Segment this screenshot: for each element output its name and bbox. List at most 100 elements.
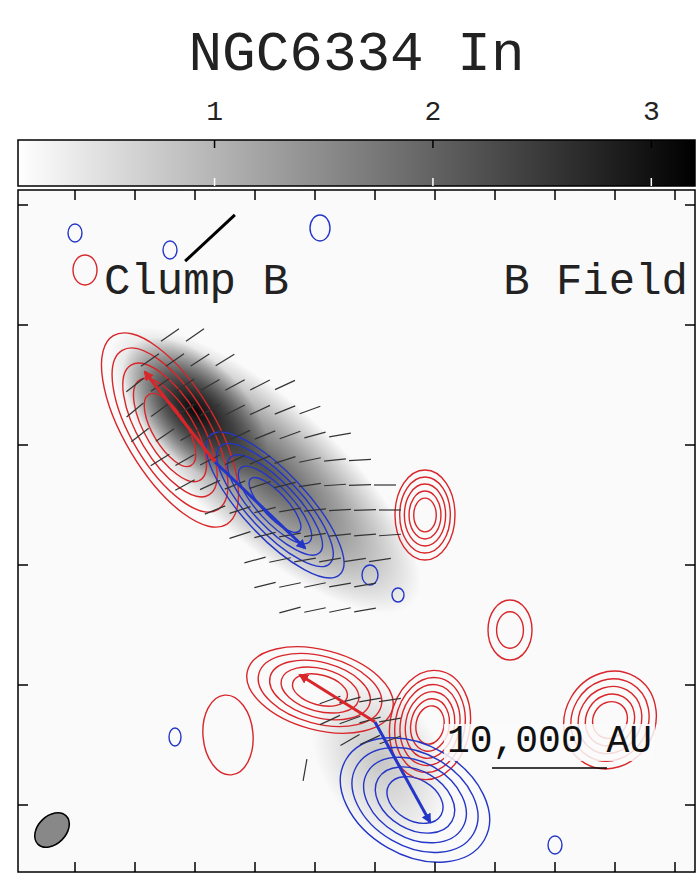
- outflow-contour: [497, 612, 524, 649]
- x-tick: [314, 862, 316, 872]
- colorbar-tick: [214, 140, 216, 148]
- b-field-vector: [304, 509, 326, 511]
- outflow-contour: [169, 728, 181, 746]
- x-tick: [614, 862, 616, 872]
- x-tick: [494, 862, 496, 872]
- x-tick: [134, 190, 136, 200]
- scale-bar: [492, 767, 607, 769]
- b-field-vector: [275, 457, 296, 464]
- colorbar-tick: [214, 178, 216, 186]
- x-tick: [554, 190, 556, 200]
- outflow-contour: [404, 484, 445, 546]
- x-tick: [74, 862, 76, 872]
- b-field-vector: [354, 583, 376, 587]
- b-field-vector: [344, 558, 366, 561]
- outflow-contour: [68, 224, 82, 242]
- b-field-vector: [379, 509, 401, 510]
- y-tick: [685, 684, 695, 686]
- b-field-vector: [324, 484, 346, 486]
- outflow-contour: [242, 471, 308, 540]
- b-field-vector: [230, 507, 251, 514]
- b-field-vector: [340, 716, 361, 724]
- b-field-vector: [176, 379, 194, 391]
- outflow-contour: [134, 386, 206, 474]
- b-field-vector: [254, 532, 275, 537]
- b-field-vector: [127, 403, 144, 417]
- b-field-vector: [360, 735, 380, 744]
- outflow-contour: [75, 313, 265, 548]
- b-field-vector: [274, 482, 295, 487]
- y-tick: [685, 444, 695, 446]
- blueshifted-arrow: [375, 722, 430, 822]
- b-field-vector: [379, 718, 401, 722]
- x-tick: [74, 190, 76, 200]
- x-tick: [614, 190, 616, 200]
- outflow-contour: [250, 641, 390, 739]
- b-field-vector: [225, 380, 244, 390]
- figure: NGC6334 In123Clump BB Field10,000 AU: [0, 0, 698, 874]
- b-field-vector: [175, 455, 194, 466]
- b-field-vector: [304, 432, 325, 438]
- y-tick: [18, 684, 28, 686]
- b-field-vector: [255, 431, 275, 439]
- b-field-vector: [225, 405, 245, 415]
- outflow-contour: [263, 650, 377, 730]
- b-field-vector: [319, 558, 341, 562]
- x-tick: [674, 862, 676, 872]
- x-tick: [314, 190, 316, 200]
- b-field-vector: [186, 329, 204, 342]
- colorbar-tick: [651, 178, 653, 186]
- y-tick: [18, 204, 28, 206]
- dust-emission: [70, 284, 461, 656]
- b-field-vector: [250, 405, 270, 414]
- b-field-vector: [151, 404, 169, 417]
- clump-label: Clump B: [104, 257, 289, 307]
- colorbar: [18, 140, 695, 186]
- colorbar-tick: [432, 178, 434, 186]
- outflow-contour: [228, 456, 322, 553]
- x-tick: [554, 862, 556, 872]
- outflow-contour: [392, 588, 404, 602]
- b-field-vector: [359, 698, 381, 702]
- b-field-vector: [205, 506, 225, 514]
- b-field-vector: [340, 735, 359, 746]
- b-field-vector: [379, 698, 401, 701]
- b-field-vector: [349, 484, 371, 486]
- b-field-vector: [324, 459, 346, 461]
- b-field-vector: [191, 354, 209, 366]
- b-field-vector: [279, 508, 301, 512]
- b-field-vector: [379, 534, 401, 536]
- outflow-contour: [413, 704, 447, 747]
- y-tick: [18, 804, 28, 806]
- outflow-contour: [409, 491, 441, 539]
- y-tick: [685, 564, 695, 566]
- y-tick: [18, 324, 28, 326]
- field-label: B Field: [503, 257, 688, 307]
- colorbar-tick-label: 2: [425, 97, 442, 128]
- b-field-vector: [275, 380, 295, 389]
- b-field-vector: [126, 378, 143, 392]
- y-tick: [18, 444, 28, 446]
- b-field-vector: [161, 329, 179, 342]
- reference-vector: [185, 215, 235, 261]
- dust-emission: [96, 311, 294, 509]
- outflow-contour: [364, 753, 467, 846]
- b-field-vector: [279, 607, 300, 613]
- beam: [28, 806, 76, 854]
- b-field-vector: [304, 608, 326, 613]
- x-tick: [434, 190, 436, 200]
- b-field-vector: [250, 380, 270, 390]
- redshifted-arrow: [300, 675, 375, 722]
- b-field-vector: [354, 608, 376, 612]
- colorbar-tick: [651, 140, 653, 148]
- outflow-contour: [201, 428, 350, 582]
- redshifted-arrow: [145, 372, 215, 462]
- x-tick: [374, 190, 376, 200]
- b-field-vector: [244, 557, 265, 563]
- x-tick: [674, 190, 676, 200]
- outflow-contour: [548, 836, 562, 854]
- b-field-vector: [304, 533, 326, 536]
- colorbar-tick-label: 3: [643, 97, 660, 128]
- b-field-vector: [300, 406, 321, 414]
- x-tick: [494, 190, 496, 200]
